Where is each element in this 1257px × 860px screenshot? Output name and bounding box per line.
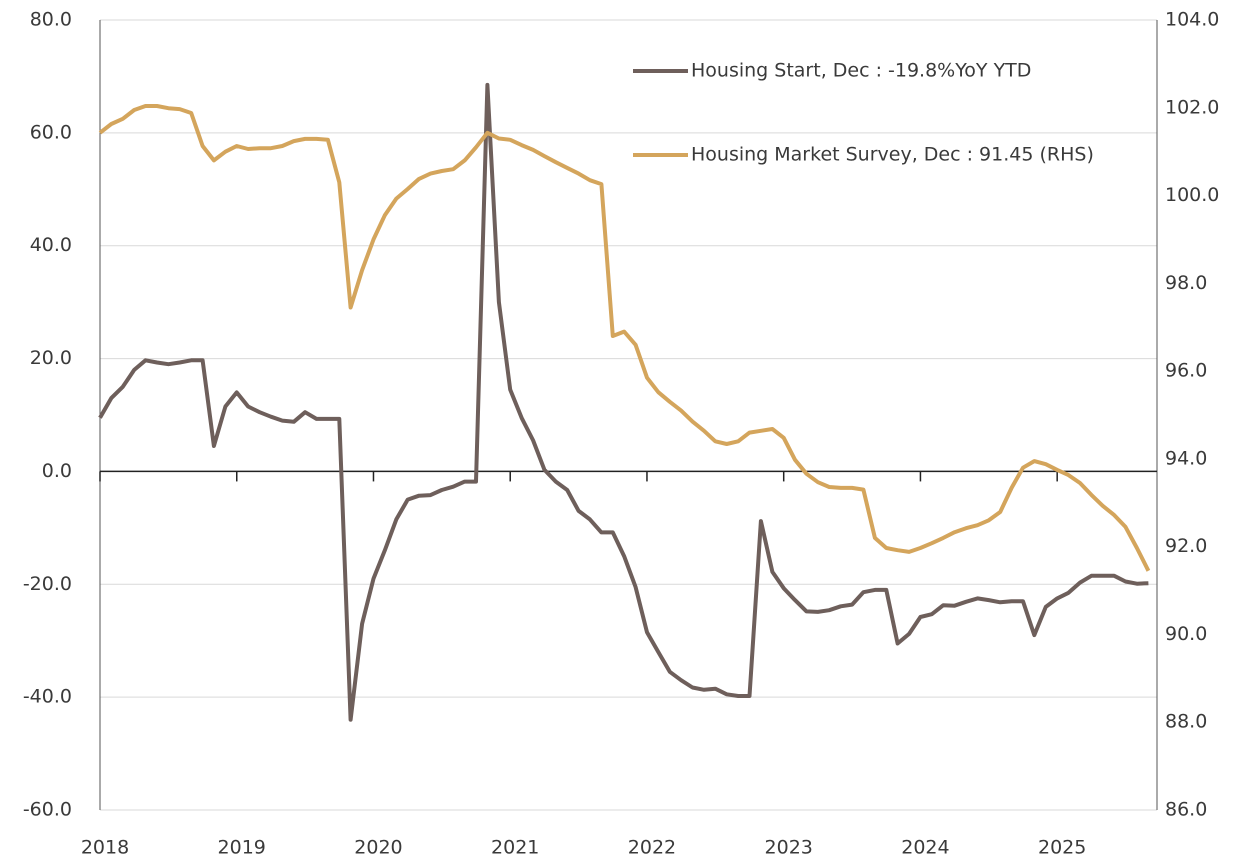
y2-tick-label: 102.0 [1165, 96, 1219, 118]
x-tick-label: 2024 [901, 837, 949, 859]
y-tick-label: 80.0 [30, 9, 72, 31]
y2-tick-label: 86.0 [1165, 799, 1207, 821]
x-tick-label: 2019 [218, 837, 266, 859]
y2-tick-label: 104.0 [1165, 9, 1219, 31]
y-tick-label: -60.0 [23, 799, 72, 821]
y-tick-label: 60.0 [30, 121, 72, 143]
y-tick-label: 40.0 [30, 234, 72, 256]
x-tick-label: 2021 [491, 837, 539, 859]
y2-tick-label: 90.0 [1165, 623, 1207, 645]
x-tick-label: 2022 [628, 837, 676, 859]
y-tick-label: -20.0 [23, 573, 72, 595]
series-line [98, 104, 1151, 572]
y2-tick-label: 96.0 [1165, 360, 1207, 382]
y-tick-label: 0.0 [42, 460, 72, 482]
legend-label: Housing Market Survey, Dec : 91.45 (RHS) [691, 144, 1094, 166]
y2-tick-label: 100.0 [1165, 184, 1219, 206]
x-tick-label: 2023 [765, 837, 813, 859]
x-tick-label: 2018 [81, 837, 129, 859]
y2-tick-label: 94.0 [1165, 447, 1207, 469]
x-tick-label: 2020 [354, 837, 402, 859]
legend-label: Housing Start, Dec : -19.8%YoY YTD [691, 60, 1031, 82]
y-tick-label: 20.0 [30, 347, 72, 369]
y2-tick-label: 98.0 [1165, 272, 1207, 294]
y2-tick-label: 92.0 [1165, 535, 1207, 557]
series-line [98, 82, 1149, 722]
x-tick-label: 2025 [1038, 837, 1086, 859]
y-tick-label: -40.0 [23, 686, 72, 708]
y2-tick-label: 88.0 [1165, 711, 1207, 733]
